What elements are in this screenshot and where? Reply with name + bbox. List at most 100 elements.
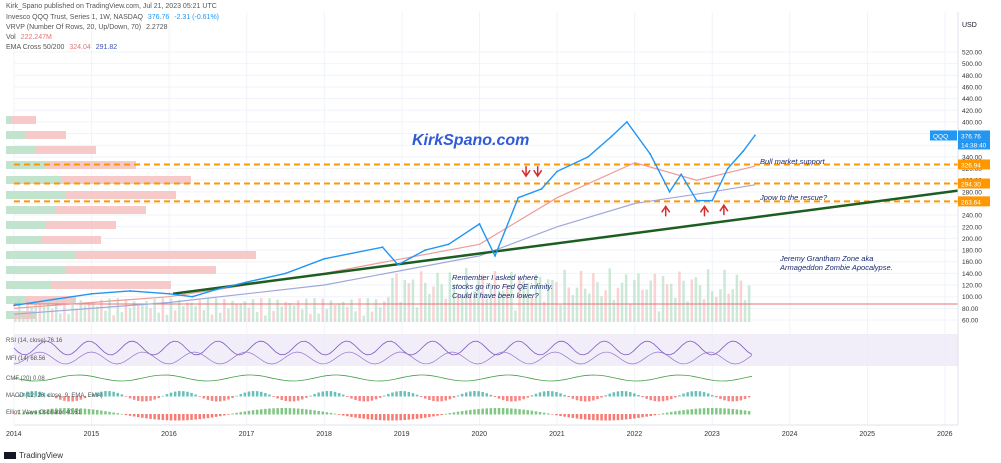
eo-bar <box>555 414 558 416</box>
eo-bar <box>620 414 624 420</box>
macd-bar <box>575 396 579 401</box>
trendline <box>172 189 959 296</box>
eo-bar <box>210 414 214 418</box>
eo-bar <box>157 414 160 420</box>
eo-bar <box>739 409 743 415</box>
price-point <box>168 292 171 295</box>
profile-bar-down <box>76 251 256 259</box>
volume-bar <box>616 287 620 322</box>
price-point <box>742 150 745 152</box>
macd-bar <box>743 396 747 400</box>
eo-bar <box>428 414 431 418</box>
macd-bar <box>399 391 402 397</box>
macd-bar <box>161 395 165 397</box>
volume-bar <box>411 279 415 322</box>
macd-bar <box>715 396 718 398</box>
vol-value: 222.247M <box>20 34 52 41</box>
y-tick-label: 460.00 <box>962 84 982 91</box>
eo-bar <box>419 414 423 419</box>
volume-bar <box>485 298 488 322</box>
macd-bar <box>366 396 370 402</box>
eo-bar <box>301 408 304 415</box>
volume-bar <box>292 305 296 322</box>
eo-bar <box>104 411 107 415</box>
vrvp-line: VRVP (Number Of Rows, 20, Up/Down, 70) 2… <box>6 23 168 32</box>
macd-bar <box>567 396 570 398</box>
level-badge <box>958 159 990 170</box>
profile-bar-down <box>66 191 176 199</box>
macd-bar <box>518 396 521 401</box>
eo-bar <box>165 414 169 421</box>
eo-bar <box>235 412 238 415</box>
volume-bar <box>477 280 480 322</box>
macd-bar <box>415 394 419 397</box>
volume-bar <box>358 298 361 322</box>
volume-bar <box>489 284 493 322</box>
volume-bar <box>641 289 644 322</box>
volume-bar <box>399 302 402 322</box>
volume-bar <box>686 301 689 322</box>
macd-bar <box>284 396 288 401</box>
volume-bar <box>96 306 99 322</box>
macd-bar <box>59 396 62 400</box>
vol-label: Vol <box>6 34 16 41</box>
eo-bar <box>518 409 521 415</box>
eo-bar <box>292 408 296 415</box>
volume-bar <box>383 301 386 322</box>
volume-bar <box>55 298 58 322</box>
price-point <box>90 292 93 295</box>
eo-bar <box>583 414 587 420</box>
volume-bar <box>690 279 693 322</box>
arrow-mark <box>521 166 531 178</box>
eo-bar <box>243 411 247 415</box>
macd-bar <box>588 396 591 402</box>
eo-bar <box>682 410 685 415</box>
volume-bar <box>592 273 595 322</box>
volume-bar <box>186 302 189 322</box>
eo-bar <box>206 414 210 419</box>
eo-bar <box>173 414 177 421</box>
macd-bar <box>428 396 431 401</box>
y-tick-label: 400.00 <box>962 119 982 126</box>
macd-bar <box>100 391 103 397</box>
eo-bar <box>325 412 329 415</box>
volume-bar <box>346 306 349 322</box>
macd-bar <box>260 391 263 397</box>
x-axis: 2014 2015 2016 2017 2018 2019 2020 2021 2022 2023… <box>6 424 958 438</box>
footer-text: TradingView <box>19 451 64 460</box>
volume-bar <box>387 297 390 322</box>
volume-bar <box>547 279 550 322</box>
macd-bar <box>465 392 468 397</box>
volume-bar <box>190 302 193 322</box>
time-badge <box>958 140 990 150</box>
eo-bar <box>112 412 115 415</box>
price-point <box>517 196 520 199</box>
volume-bar <box>210 314 214 322</box>
y-tick-label: 520.00 <box>962 50 982 57</box>
macd-bar <box>645 396 648 399</box>
eo-bar <box>251 410 255 415</box>
volume-bar <box>284 301 288 322</box>
eo-bar <box>169 414 173 421</box>
eo-bar <box>469 409 472 415</box>
trendline <box>172 189 959 296</box>
macd-bar <box>538 392 542 397</box>
level-value: 326.94 <box>961 162 981 169</box>
macd-bar <box>596 396 599 400</box>
level-value: 294.30 <box>961 181 981 188</box>
y-tick-label: 440.00 <box>962 96 982 103</box>
volume-bar <box>493 271 497 322</box>
macd-bar <box>711 395 714 397</box>
eo-bar <box>493 408 497 415</box>
macd-bar <box>22 392 25 397</box>
profile-bar-down <box>11 116 36 124</box>
volume-bar <box>588 293 591 322</box>
eo-bar <box>522 409 525 415</box>
volume-bar <box>198 299 201 322</box>
macd-bar <box>317 392 320 397</box>
volume-bar <box>161 298 165 322</box>
macd-bar <box>690 391 693 397</box>
eo-bar <box>149 414 152 419</box>
eo-bar <box>485 408 488 415</box>
